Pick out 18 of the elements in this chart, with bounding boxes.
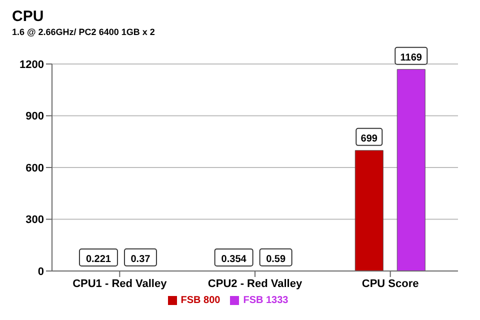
data-label: 0.221 — [86, 254, 112, 265]
data-label: 0.354 — [221, 254, 247, 265]
y-tick-label: 1200 — [20, 58, 44, 71]
chart-subtitle: 1.6 @ 2.66GHz/ PC2 6400 1GB x 2 — [11, 26, 156, 38]
y-tick-label: 300 — [26, 214, 44, 226]
y-tick-label: 900 — [26, 110, 44, 123]
y-tick-label: 600 — [26, 162, 44, 174]
data-label: 699 — [360, 133, 378, 144]
x-tick-label: CPU2 - Red Valley — [208, 278, 303, 290]
data-label: 1169 — [400, 52, 422, 64]
legend-label: FSB 1333 — [243, 295, 288, 306]
x-tick-label: CPU Score — [362, 278, 419, 290]
data-label: 0.37 — [130, 254, 151, 265]
y-tick-label: 0 — [38, 266, 44, 278]
chart-title: CPU — [11, 8, 45, 26]
data-label: 0.59 — [266, 254, 286, 265]
x-tick-label: CPU1 - Red Valley — [72, 278, 168, 290]
legend-label: FSB 800 — [180, 295, 220, 306]
